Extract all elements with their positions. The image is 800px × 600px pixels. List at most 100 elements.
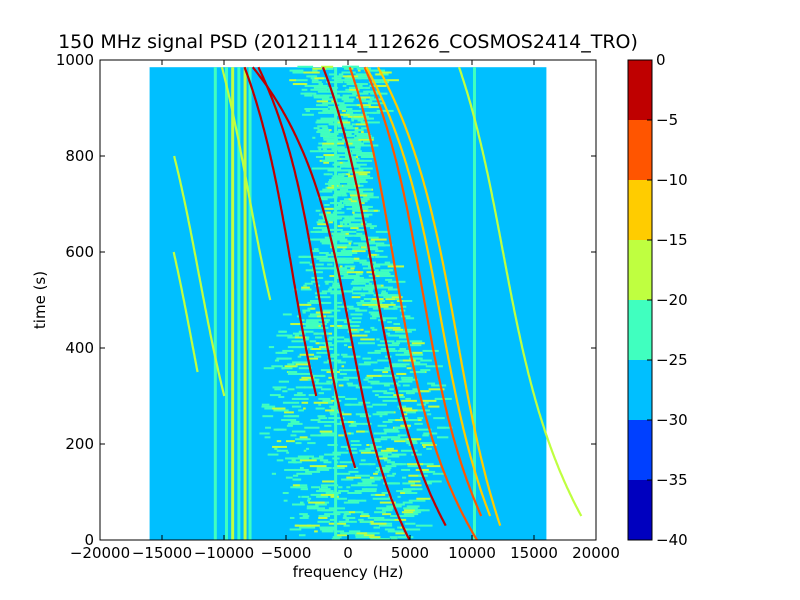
noise-streak <box>379 340 395 343</box>
noise-streak <box>363 298 378 301</box>
noise-streak <box>343 163 358 166</box>
noise-streak <box>356 154 368 157</box>
noise-streak <box>369 98 382 101</box>
noise-streak <box>393 323 401 326</box>
colorbar-tick-label: −25 <box>656 351 688 369</box>
y-axis-label: time (s) <box>31 271 49 329</box>
heatmap-image <box>149 65 583 540</box>
noise-streak <box>290 486 300 489</box>
noise-streak <box>364 69 377 72</box>
noise-streak <box>396 453 405 456</box>
noise-streak <box>336 163 351 166</box>
noise-streak <box>403 513 419 516</box>
noise-streak <box>345 111 354 114</box>
noise-streak <box>375 244 386 247</box>
noise-streak <box>315 156 324 158</box>
noise-streak <box>276 334 293 337</box>
noise-streak <box>347 134 351 137</box>
noise-streak <box>376 538 390 540</box>
noise-streak <box>403 351 413 354</box>
noise-streak <box>345 397 358 400</box>
noise-streak <box>386 332 391 335</box>
noise-streak <box>369 84 387 87</box>
noise-streak <box>367 351 381 354</box>
noise-streak <box>360 100 370 103</box>
noise-streak <box>316 468 330 471</box>
noise-streak <box>306 321 319 324</box>
noise-streak <box>367 380 380 383</box>
noise-streak <box>261 405 276 408</box>
noise-streak <box>396 300 409 302</box>
noise-streak <box>295 457 310 460</box>
noise-streak <box>405 411 416 414</box>
noise-streak <box>330 324 347 327</box>
noise-streak <box>322 127 329 130</box>
noise-streak <box>354 474 370 477</box>
noise-streak <box>276 440 282 443</box>
noise-streak <box>305 324 319 327</box>
noise-streak <box>357 119 364 122</box>
noise-streak <box>347 175 354 178</box>
noise-streak <box>373 518 391 521</box>
noise-streak <box>391 436 401 439</box>
noise-streak <box>344 217 355 220</box>
noise-streak <box>387 474 395 477</box>
noise-streak <box>338 490 349 493</box>
noise-streak <box>295 386 306 389</box>
noise-streak <box>341 109 346 112</box>
noise-streak <box>367 209 374 212</box>
noise-streak <box>405 438 422 441</box>
noise-streak <box>372 248 379 251</box>
noise-streak <box>346 207 364 210</box>
noise-streak <box>385 465 397 468</box>
noise-streak <box>329 144 338 147</box>
noise-streak <box>372 497 382 500</box>
noise-streak <box>289 79 297 82</box>
noise-streak <box>262 415 274 418</box>
noise-streak <box>413 409 430 412</box>
noise-streak <box>343 324 347 327</box>
noise-streak <box>325 156 340 158</box>
noise-streak <box>384 430 400 433</box>
noise-streak <box>348 223 363 226</box>
noise-streak <box>351 250 366 253</box>
noise-streak <box>367 242 385 245</box>
noise-streak <box>357 69 361 72</box>
noise-streak <box>344 180 362 183</box>
noise-streak <box>324 344 334 347</box>
noise-streak <box>318 83 324 86</box>
noise-streak <box>424 401 429 404</box>
noise-streak <box>355 386 371 389</box>
y-axis: 0 200 400 600 800 1000 <box>56 51 596 549</box>
noise-streak <box>426 480 442 483</box>
noise-streak <box>359 292 375 295</box>
noise-streak <box>405 317 415 320</box>
noise-streak <box>342 138 359 141</box>
noise-streak <box>313 94 327 97</box>
noise-streak <box>387 334 399 337</box>
noise-streak <box>282 390 288 393</box>
noise-streak <box>361 248 373 251</box>
noise-streak <box>355 117 370 120</box>
noise-streak <box>355 536 372 539</box>
noise-streak <box>294 334 300 337</box>
noise-streak <box>379 415 383 418</box>
noise-streak <box>428 388 445 391</box>
noise-streak <box>361 238 369 241</box>
noise-streak <box>332 211 342 214</box>
noise-streak <box>323 161 330 164</box>
noise-streak <box>322 148 327 151</box>
noise-streak <box>362 117 374 120</box>
noise-streak <box>292 503 305 506</box>
noise-streak <box>315 263 324 266</box>
noise-streak <box>363 484 378 487</box>
noise-streak <box>358 75 373 78</box>
noise-streak <box>390 396 397 398</box>
noise-streak <box>363 298 371 301</box>
noise-streak <box>314 227 323 230</box>
noise-streak <box>281 367 293 370</box>
noise-streak <box>282 492 289 494</box>
noise-streak <box>401 378 413 381</box>
noise-streak <box>342 355 357 358</box>
noise-streak <box>321 509 335 512</box>
